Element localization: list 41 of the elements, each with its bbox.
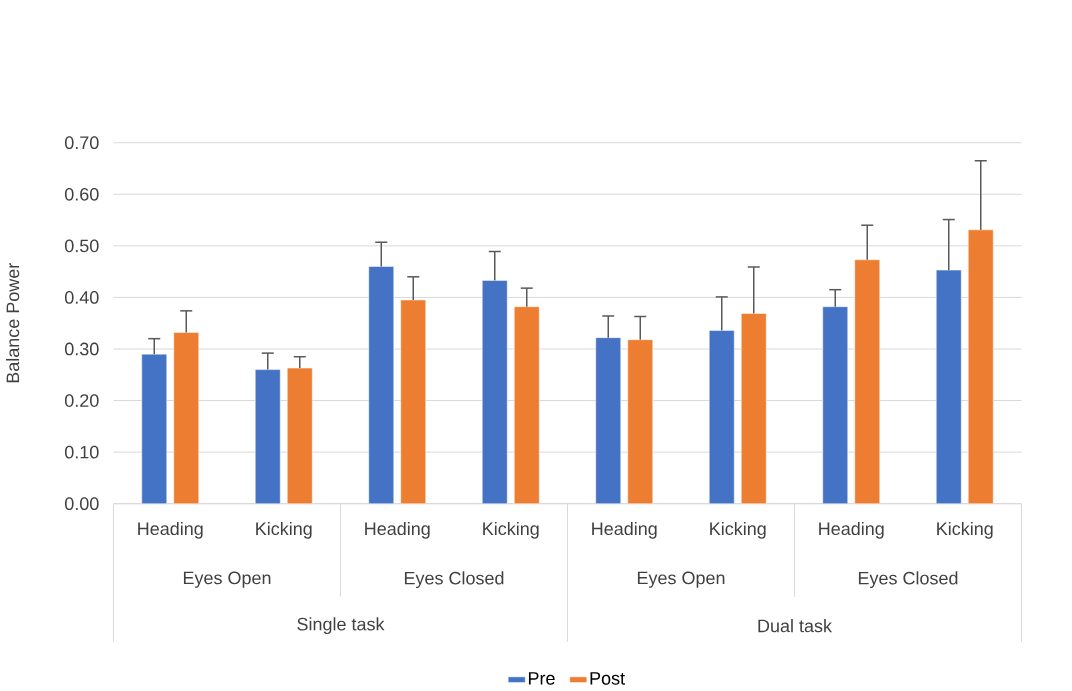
bar xyxy=(514,306,540,504)
text: Eyes Closed xyxy=(404,571,504,588)
y-tick-label: 0.50 xyxy=(64,239,99,253)
bar xyxy=(822,306,848,504)
x-tick-label: Kicking xyxy=(710,521,766,539)
text: Dual task xyxy=(758,618,833,633)
bar xyxy=(141,353,167,504)
x-tick-label: Kicking xyxy=(483,521,539,539)
bar xyxy=(368,266,394,504)
x-tick-label: Heading xyxy=(592,521,657,539)
x-tick-label: Kicking xyxy=(937,521,993,539)
bar xyxy=(482,280,508,504)
bar xyxy=(854,259,880,504)
x-tick-label: Heading xyxy=(819,521,884,539)
y-tick-label: 0.70 xyxy=(64,136,99,149)
y-tick-label: 0.60 xyxy=(64,187,99,201)
x-tick-label: Kicking xyxy=(256,521,312,539)
legend-label: Pre xyxy=(528,672,555,685)
y-tick-label: 0.00 xyxy=(64,497,99,510)
bar xyxy=(400,299,426,504)
y-tick-label: 0.20 xyxy=(64,394,99,407)
bar xyxy=(627,339,653,504)
bar xyxy=(255,369,281,504)
y-tick-label: 0.40 xyxy=(64,290,99,304)
text: Eyes Open xyxy=(637,571,725,588)
x-tick-label: Heading xyxy=(365,521,430,539)
bar xyxy=(967,229,994,504)
text: Eyes Closed xyxy=(858,571,958,588)
bar xyxy=(287,367,313,504)
y-axis-title: Balance Power xyxy=(6,262,20,383)
bar xyxy=(595,337,621,504)
x-tick-label: Heading xyxy=(138,521,203,539)
legend-label: Post xyxy=(590,672,625,685)
bar xyxy=(936,269,962,504)
text: Single task xyxy=(297,617,385,634)
bar xyxy=(741,313,767,504)
bar xyxy=(173,332,199,504)
y-tick-label: 0.30 xyxy=(64,342,99,356)
text: Eyes Open xyxy=(183,571,271,588)
y-tick-label: 0.10 xyxy=(64,445,99,459)
bar xyxy=(709,330,735,504)
